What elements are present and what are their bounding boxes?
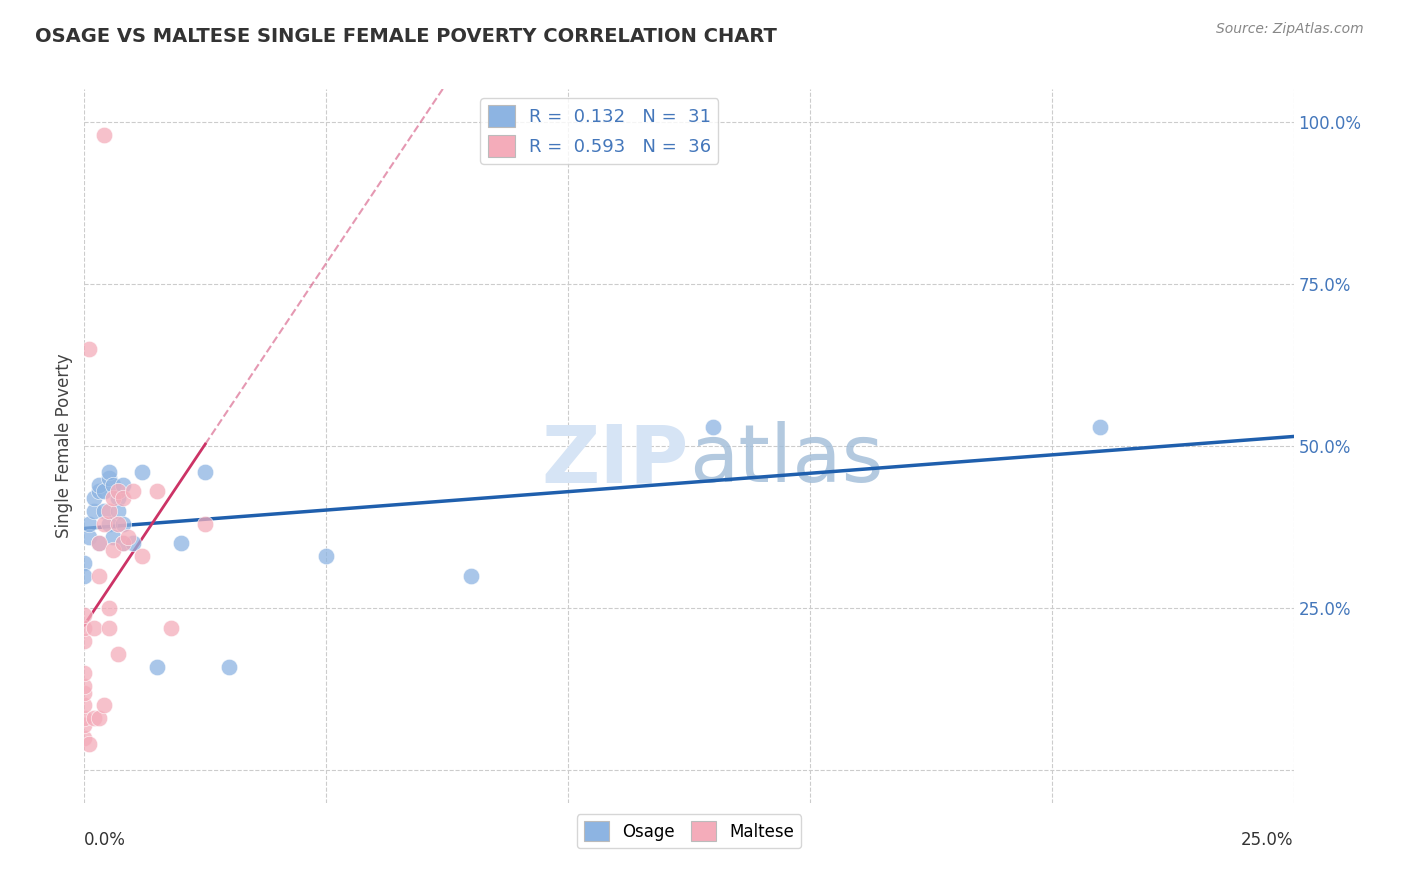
Point — [73, 607, 96, 622]
Point — [73, 621, 96, 635]
Point — [117, 530, 139, 544]
Point — [73, 568, 96, 582]
Point — [218, 659, 240, 673]
Point — [146, 484, 169, 499]
Point — [112, 516, 135, 531]
Point — [73, 685, 96, 699]
Point — [97, 601, 120, 615]
Point — [146, 659, 169, 673]
Point — [77, 516, 100, 531]
Text: 25.0%: 25.0% — [1241, 831, 1294, 849]
Text: Source: ZipAtlas.com: Source: ZipAtlas.com — [1216, 22, 1364, 37]
Point — [93, 484, 115, 499]
Point — [87, 568, 110, 582]
Point — [103, 491, 125, 505]
Point — [83, 491, 105, 505]
Point — [77, 738, 100, 752]
Y-axis label: Single Female Poverty: Single Female Poverty — [55, 354, 73, 538]
Point — [93, 504, 115, 518]
Point — [460, 568, 482, 582]
Point — [107, 516, 129, 531]
Point — [112, 536, 135, 550]
Point — [107, 647, 129, 661]
Point — [121, 484, 143, 499]
Point — [112, 536, 135, 550]
Text: ZIP: ZIP — [541, 421, 689, 500]
Point — [194, 465, 217, 479]
Point — [97, 471, 120, 485]
Point — [131, 465, 153, 479]
Legend: Osage, Maltese: Osage, Maltese — [576, 814, 801, 848]
Point — [97, 504, 120, 518]
Point — [73, 711, 96, 725]
Point — [87, 711, 110, 725]
Point — [107, 504, 129, 518]
Point — [1088, 419, 1111, 434]
Point — [702, 419, 724, 434]
Point — [73, 731, 96, 745]
Point — [87, 484, 110, 499]
Point — [73, 718, 96, 732]
Point — [87, 536, 110, 550]
Text: OSAGE VS MALTESE SINGLE FEMALE POVERTY CORRELATION CHART: OSAGE VS MALTESE SINGLE FEMALE POVERTY C… — [35, 27, 778, 45]
Point — [112, 478, 135, 492]
Point — [73, 666, 96, 681]
Point — [83, 711, 105, 725]
Point — [315, 549, 337, 564]
Point — [87, 536, 110, 550]
Point — [160, 621, 183, 635]
Point — [170, 536, 193, 550]
Point — [73, 679, 96, 693]
Point — [77, 530, 100, 544]
Point — [194, 516, 217, 531]
Point — [83, 504, 105, 518]
Point — [93, 128, 115, 142]
Point — [107, 491, 129, 505]
Point — [107, 484, 129, 499]
Point — [97, 516, 120, 531]
Point — [103, 530, 125, 544]
Text: atlas: atlas — [689, 421, 883, 500]
Point — [121, 536, 143, 550]
Point — [97, 621, 120, 635]
Point — [73, 633, 96, 648]
Point — [93, 516, 115, 531]
Point — [103, 542, 125, 557]
Point — [87, 478, 110, 492]
Point — [77, 342, 100, 356]
Point — [83, 621, 105, 635]
Point — [97, 465, 120, 479]
Text: 0.0%: 0.0% — [84, 831, 127, 849]
Point — [73, 556, 96, 570]
Point — [73, 698, 96, 713]
Point — [112, 491, 135, 505]
Point — [93, 698, 115, 713]
Point — [103, 478, 125, 492]
Point — [131, 549, 153, 564]
